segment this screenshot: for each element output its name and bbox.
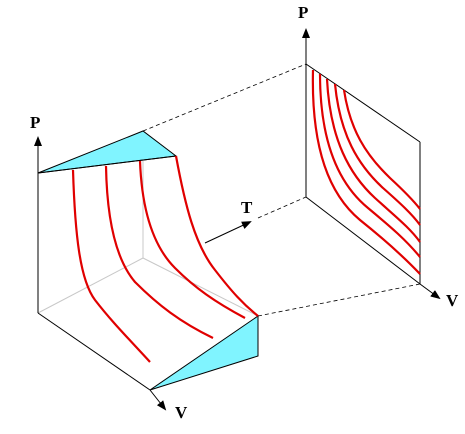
projection-isotherm-3 [325,78,421,243]
box-edge-front-floor [37,312,151,391]
projection-isotherm-2 [318,73,421,258]
projection-frame-bottom [305,196,421,285]
box-guide-back-floor-right [142,257,259,317]
projection-frame-top [305,63,421,143]
surface-isotherm-3 [138,160,246,319]
v-axis-2d [419,283,441,300]
projection-line-middle [257,196,307,219]
t-axis [204,221,252,244]
pvt-surface-3d: P V T [30,113,259,422]
projection-lines [142,63,421,317]
p-axis-2d-label: P [298,3,308,22]
v-axis-3d [149,389,167,411]
projection-isotherm-5 [342,89,421,210]
projection-isotherm-4 [333,83,421,226]
pv-projection: P V [298,3,459,310]
box-guide-back-floor-left [37,257,144,314]
t-axis-label: T [241,198,253,217]
projection-line-top [142,63,307,132]
surface-bottom-face [149,315,259,391]
surface-isotherm-4 [174,155,259,317]
surface-isotherm-2 [104,165,214,339]
surface-isotherm-1 [71,169,151,363]
v-axis-3d-label: V [175,403,188,422]
p-axis-3d-label: P [30,113,40,132]
v-axis-2d-label: V [446,291,459,310]
projection-line-bottom [257,283,421,317]
projection-isotherm-1 [311,69,421,275]
surface-top-edge [37,155,177,174]
